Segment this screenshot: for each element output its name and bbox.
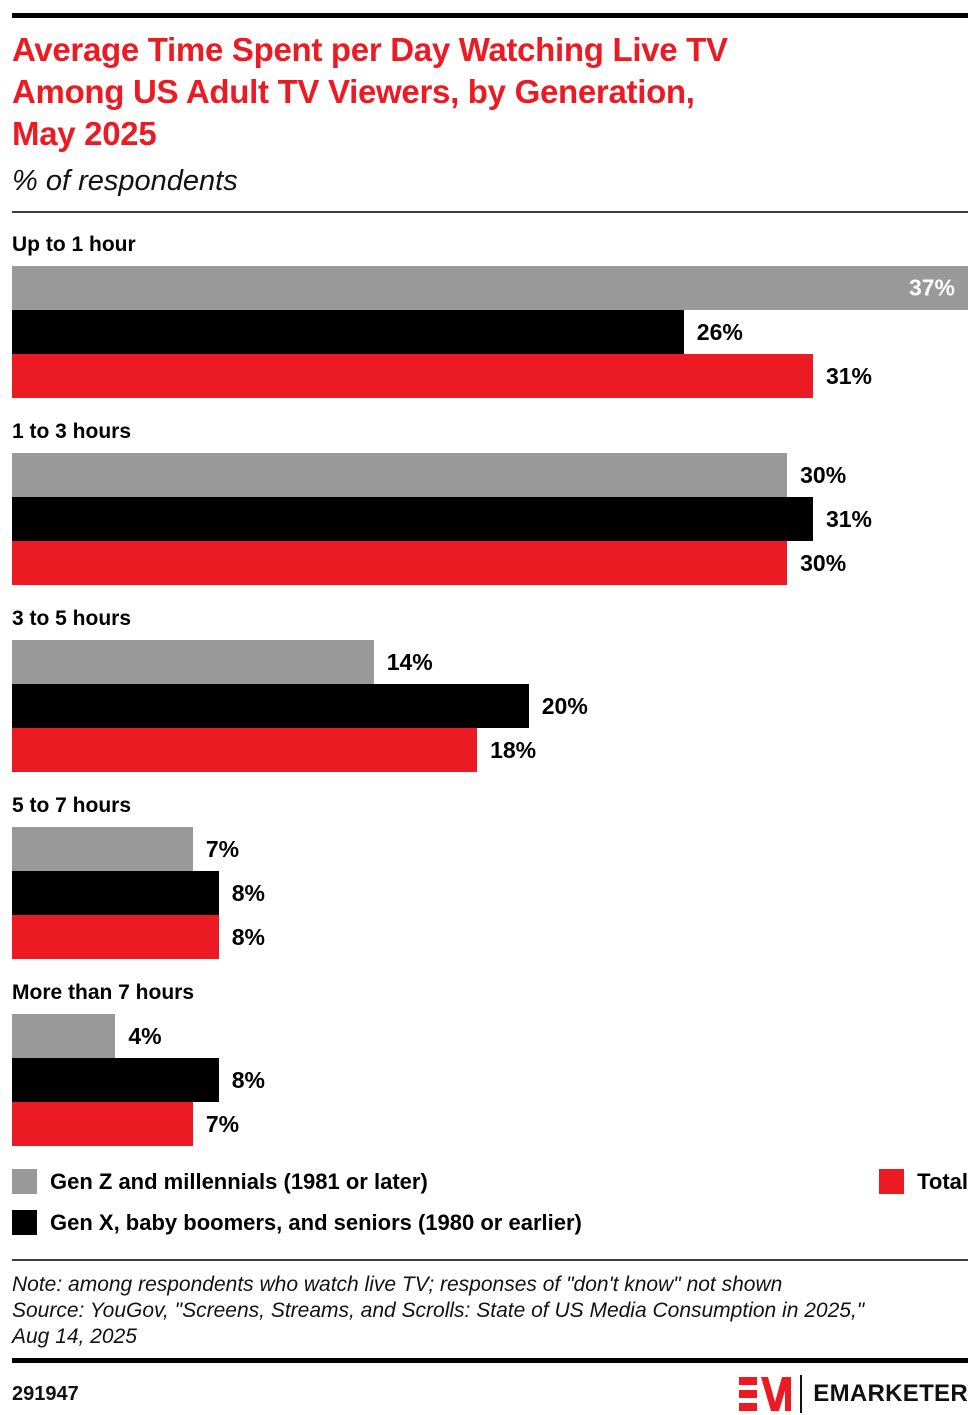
bar-group: 1 to 3 hours 30% 31% 30% [12, 420, 968, 585]
bar-row: 31% [12, 497, 968, 541]
bar-row: 26% [12, 310, 968, 354]
bar-row: 7% [12, 1102, 968, 1146]
emarketer-logo-icon [739, 1377, 792, 1411]
bar-gen-z-millennials [12, 640, 374, 684]
top-rule [12, 13, 968, 18]
bar-value-label: 30% [800, 549, 847, 576]
bar-gen-x-boomers-seniors [12, 497, 813, 541]
bar-group: Up to 1 hour 37% 26% 31% [12, 233, 968, 398]
brand-lockup: EMARKETER [739, 1375, 968, 1413]
bar-value-label: 8% [231, 1066, 265, 1093]
bar-group: More than 7 hours 4% 8% 7% [12, 981, 968, 1146]
legend-swatch-red [879, 1169, 905, 1194]
bar-value-label: 4% [128, 1022, 162, 1049]
legend-label-gen-z-millennials: Gen Z and millennials (1981 or later) [50, 1169, 428, 1194]
bar-gen-x-boomers-seniors [12, 684, 529, 728]
brand-name: EMARKETER [813, 1380, 968, 1407]
bar-row: 30% [12, 453, 968, 497]
category-label: 1 to 3 hours [12, 420, 132, 443]
source-line: Source: YouGov, "Screens, Streams, and S… [12, 1299, 865, 1322]
bar-row: 37% [12, 266, 968, 310]
bar-row: 18% [12, 728, 968, 772]
notes: Note: among respondents who watch live T… [12, 1272, 968, 1350]
bar-total [12, 728, 478, 772]
legend-label-total: Total [917, 1169, 968, 1194]
bar-value-label: 31% [825, 505, 873, 532]
bar-row: 7% [12, 827, 968, 871]
chart-id: 291947 [12, 1382, 79, 1405]
bar-gen-x-boomers-seniors [12, 871, 219, 915]
bar-value-label: 8% [231, 879, 265, 906]
bar-row: 31% [12, 354, 968, 398]
bar-row: 20% [12, 684, 968, 728]
category-label: 3 to 5 hours [12, 607, 132, 630]
bar-value-label: 37% [908, 274, 955, 301]
bar-group: 5 to 7 hours 7% 8% 8% [12, 794, 968, 959]
page-title-line-3: May 2025 [12, 115, 157, 152]
page-title-line-1: Average Time Spent per Day Watching Live… [12, 31, 728, 68]
bar-chart: Up to 1 hour 37% 26% 31% 1 to 3 hours 30% 31% 3… [12, 233, 968, 1146]
legend-label-gen-x-boomers-seniors: Gen X, baby boomers, and seniors (1980 o… [50, 1210, 582, 1235]
page-title: Average Time Spent per Day Watching Live… [12, 29, 968, 155]
legend-item-gen-z-millennials: Gen Z and millennials (1981 or later) [12, 1169, 428, 1194]
bar-gen-z-millennials [12, 453, 788, 497]
bar-value-label: 7% [205, 1110, 240, 1137]
header-divider [12, 211, 968, 213]
legend: Gen Z and millennials (1981 or later) To… [12, 1169, 968, 1235]
legend-row-1: Gen Z and millennials (1981 or later) To… [12, 1169, 968, 1194]
bar-row: 4% [12, 1014, 968, 1058]
page-title-line-2: Among US Adult TV Viewers, by Generation… [12, 73, 695, 110]
bar-row: 14% [12, 640, 968, 684]
notes-divider [12, 1259, 968, 1261]
bar-value-label: 26% [696, 318, 743, 345]
category-label: 5 to 7 hours [12, 794, 132, 817]
bar-row: 30% [12, 541, 968, 585]
footer: 291947 EMARKETER [12, 1373, 968, 1415]
source-date-line: Aug 14, 2025 [12, 1325, 137, 1348]
legend-row-2: Gen X, baby boomers, and seniors (1980 o… [12, 1210, 968, 1235]
bar-value-label: 30% [800, 461, 847, 488]
bar-gen-x-boomers-seniors [12, 1058, 219, 1102]
bar-value-label: 31% [825, 362, 873, 389]
bar-total [12, 915, 219, 959]
category-label: Up to 1 hour [12, 233, 136, 256]
bar-total [12, 541, 788, 585]
bottom-rule [12, 1358, 968, 1363]
legend-swatch-gray [12, 1169, 37, 1194]
bar-value-label: 20% [541, 692, 588, 719]
bar-row: 8% [12, 871, 968, 915]
brand-divider [800, 1375, 803, 1413]
bar-gen-z-millennials [12, 1014, 116, 1058]
bar-value-label: 8% [231, 923, 265, 950]
bar-value-label: 7% [205, 835, 240, 862]
chart-subtitle: % of respondents [12, 165, 238, 197]
bar-total [12, 354, 813, 398]
bar-value-label: 14% [386, 648, 433, 675]
bar-row: 8% [12, 1058, 968, 1102]
bar-row: 8% [12, 915, 968, 959]
bar-gen-x-boomers-seniors [12, 310, 684, 354]
legend-item-total: Total [879, 1169, 968, 1194]
bar-gen-z-millennials: 37% [12, 266, 968, 310]
bar-total [12, 1102, 193, 1146]
bar-group: 3 to 5 hours 14% 20% 18% [12, 607, 968, 772]
bar-value-label: 18% [490, 736, 537, 763]
note-line: Note: among respondents who watch live T… [12, 1273, 783, 1296]
legend-swatch-black [12, 1210, 37, 1235]
category-label: More than 7 hours [12, 981, 195, 1004]
bar-gen-z-millennials [12, 827, 193, 871]
legend-item-gen-x-boomers-seniors: Gen X, baby boomers, and seniors (1980 o… [12, 1210, 582, 1235]
